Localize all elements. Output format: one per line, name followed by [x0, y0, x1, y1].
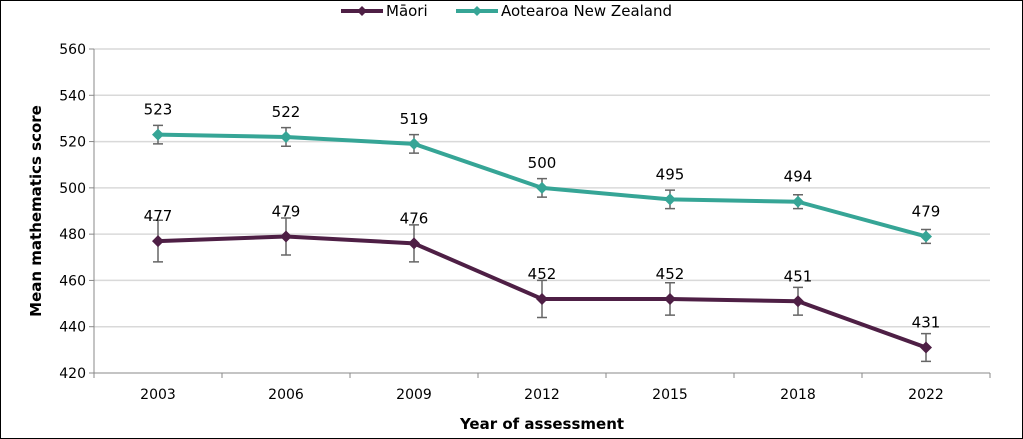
- y-tick-label: 520: [59, 135, 86, 151]
- series-1: 523 522 519 500 495 494 479: [144, 101, 941, 245]
- y-axis-title: Mean mathematics score: [27, 105, 45, 317]
- legend-label: Māori: [386, 2, 428, 20]
- data-point: [920, 230, 932, 243]
- y-tick-label: 480: [59, 227, 86, 243]
- data-label: 452: [528, 265, 557, 283]
- data-label: 479: [272, 202, 301, 220]
- data-point: [664, 193, 676, 206]
- data-point: [792, 195, 804, 208]
- y-tick-label: 460: [59, 273, 86, 289]
- x-tick-label: 2012: [524, 387, 560, 403]
- data-point: [280, 230, 292, 243]
- data-label: 495: [656, 165, 685, 183]
- data-label: 452: [656, 265, 685, 283]
- data-point: [664, 292, 676, 305]
- series-0: 477 479 476 452 452 451 431: [144, 202, 941, 363]
- data-point: [152, 235, 164, 248]
- x-tick-label: 2022: [908, 387, 944, 403]
- y-tick-label: 440: [59, 320, 86, 336]
- data-label: 522: [272, 103, 301, 121]
- x-tick-label: 2009: [396, 387, 432, 403]
- x-tick-label: 2018: [780, 387, 816, 403]
- data-label: 479: [912, 202, 941, 220]
- x-tick-label: 2006: [268, 387, 304, 403]
- data-point: [152, 128, 164, 141]
- x-tick-label: 2003: [140, 387, 176, 403]
- legend-marker: [357, 6, 367, 16]
- y-tick-label: 540: [59, 88, 86, 104]
- data-point: [280, 130, 292, 143]
- data-label: 476: [400, 209, 429, 227]
- data-point: [536, 181, 548, 194]
- legend-marker: [472, 6, 482, 16]
- data-point: [408, 237, 420, 250]
- data-label: 494: [784, 168, 813, 186]
- data-label: 523: [144, 101, 173, 119]
- data-label: 431: [912, 314, 941, 332]
- y-tick-label: 500: [59, 181, 86, 197]
- data-point: [408, 137, 420, 150]
- y-tick-label: 420: [59, 366, 86, 382]
- data-label: 477: [144, 207, 173, 225]
- data-label: 500: [528, 154, 557, 172]
- data-point: [792, 295, 804, 308]
- legend-label: Aotearoa New Zealand: [501, 2, 672, 20]
- data-point: [536, 292, 548, 305]
- x-tick-label: 2015: [652, 387, 688, 403]
- data-point: [920, 341, 932, 354]
- data-label: 519: [400, 110, 429, 128]
- x-axis-title: Year of assessment: [459, 415, 624, 433]
- y-tick-label: 560: [59, 42, 86, 58]
- data-label: 451: [784, 267, 813, 285]
